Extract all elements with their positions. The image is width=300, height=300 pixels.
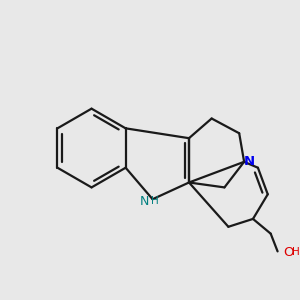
Text: O: O xyxy=(284,246,294,259)
Text: H: H xyxy=(151,196,158,206)
Text: N: N xyxy=(244,155,255,168)
Text: N: N xyxy=(140,195,149,208)
Text: H: H xyxy=(292,248,300,257)
